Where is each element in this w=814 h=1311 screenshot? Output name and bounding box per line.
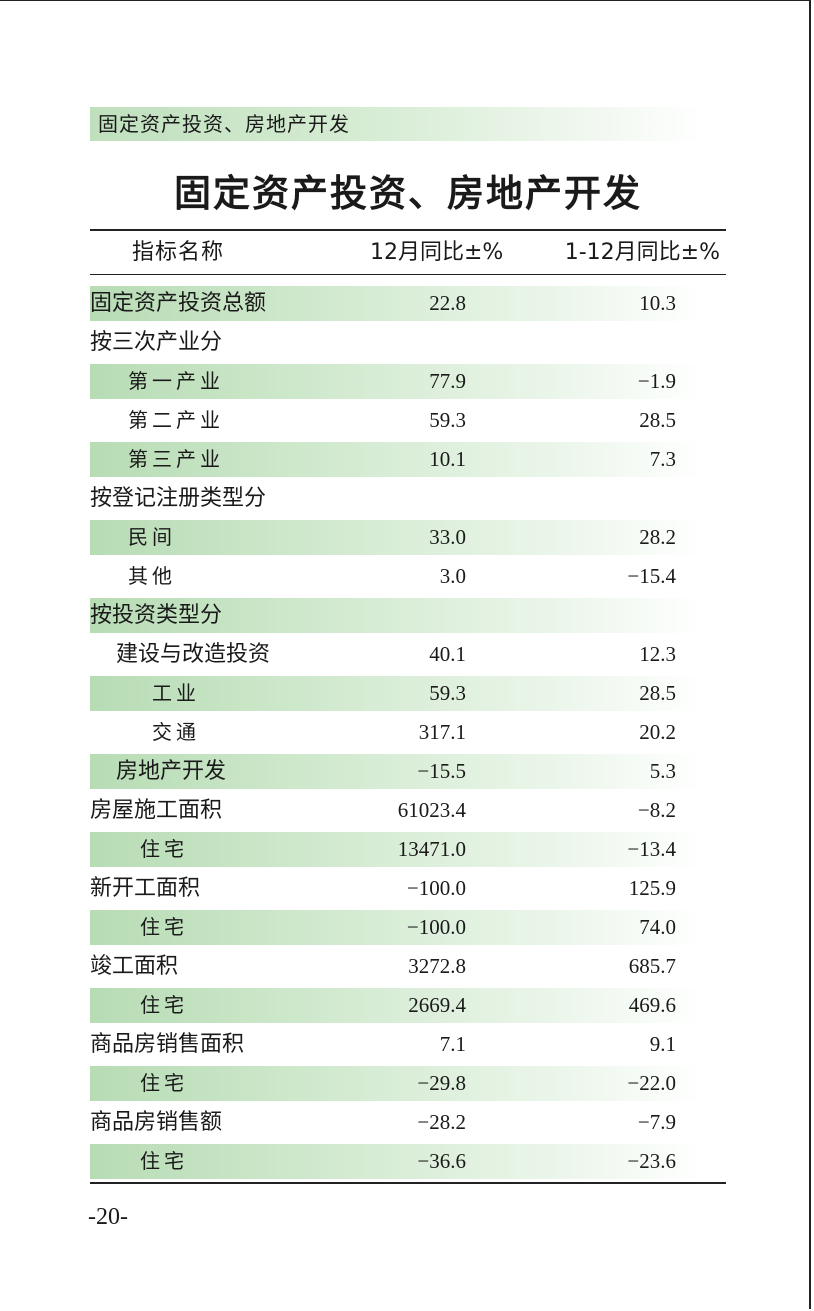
- row-value-december: −100.0: [406, 876, 466, 900]
- table-bottom-rule: [90, 1182, 726, 1184]
- page-title: 固定资产投资、房地产开发: [174, 171, 642, 215]
- row-value-year-to-date: −23.6: [627, 1149, 676, 1173]
- row-label: 固定资产投资总额: [90, 291, 267, 316]
- row-label: 第三产业: [128, 447, 224, 471]
- table-row: 商品房销售面积 7.1 9.1: [90, 1027, 726, 1066]
- page-number: -20-: [88, 1204, 128, 1230]
- row-label: 民间: [128, 525, 176, 549]
- row-value-year-to-date: −13.4: [627, 837, 676, 861]
- table-row: 住宅 −29.8 −22.0: [90, 1066, 726, 1105]
- row-label: 按投资类型分: [90, 603, 223, 628]
- table-row: 住宅 −36.6 −23.6: [90, 1144, 726, 1183]
- row-value-december: −100.0: [406, 915, 466, 939]
- table-row-group: 按投资类型分: [90, 598, 726, 637]
- row-label: 房地产开发: [116, 759, 227, 784]
- section-header: 固定资产投资、房地产开发: [90, 107, 702, 141]
- table-row-group: 按登记注册类型分: [90, 481, 726, 520]
- table-row: 竣工面积 3272.8 685.7: [90, 949, 726, 988]
- row-value-december: 59.3: [429, 681, 466, 705]
- row-label: 房屋施工面积: [90, 798, 223, 823]
- row-value-december: −15.5: [417, 759, 466, 783]
- row-value-december: 7.1: [439, 1032, 466, 1056]
- row-value-december: −28.2: [417, 1110, 466, 1134]
- row-value-year-to-date: 685.7: [628, 954, 676, 978]
- row-label: 工业: [152, 681, 200, 705]
- table-row: 第一产业 77.9 −1.9: [90, 364, 726, 403]
- table-row: 其他 3.0 −15.4: [90, 559, 726, 598]
- row-label: 住宅: [140, 1071, 188, 1095]
- row-value-december: 2669.4: [408, 993, 466, 1017]
- row-label: 按三次产业分: [90, 330, 223, 355]
- table-row: 第三产业 10.1 7.3: [90, 442, 726, 481]
- row-label: 建设与改造投资: [116, 642, 271, 667]
- row-value-december: 61023.4: [397, 798, 466, 822]
- row-value-december: 22.8: [429, 291, 466, 315]
- row-value-year-to-date: 469.6: [628, 993, 676, 1017]
- row-label: 住宅: [140, 1149, 188, 1173]
- row-value-december: 13471.0: [397, 837, 466, 861]
- row-label: 竣工面积: [90, 954, 179, 979]
- column-header-name: 指标名称: [132, 240, 225, 265]
- row-label: 其他: [128, 564, 176, 588]
- table-row: 商品房销售额 −28.2 −7.9: [90, 1105, 726, 1144]
- row-value-december: 33.0: [429, 525, 466, 549]
- row-value-year-to-date: 28.2: [639, 525, 676, 549]
- row-value-december: 77.9: [429, 369, 466, 393]
- row-value-year-to-date: −7.9: [637, 1110, 676, 1134]
- row-value-year-to-date: 10.3: [639, 291, 676, 315]
- row-value-year-to-date: 20.2: [639, 720, 676, 744]
- table-row: 固定资产投资总额 22.8 10.3: [90, 286, 726, 325]
- column-header-december: 12月同比±%: [370, 240, 504, 265]
- table-row: 民间 33.0 28.2: [90, 520, 726, 559]
- row-value-december: 3272.8: [408, 954, 466, 978]
- row-label: 住宅: [140, 993, 188, 1017]
- row-value-december: −36.6: [417, 1149, 466, 1173]
- data-table: 固定资产投资总额 22.8 10.3 按三次产业分 第一产业 77.9 −1.9…: [90, 286, 726, 1183]
- table-top-rule: [90, 229, 726, 231]
- table-header-rule: [90, 274, 726, 275]
- row-value-year-to-date: 74.0: [639, 915, 676, 939]
- row-label: 交通: [152, 720, 200, 744]
- row-label: 按登记注册类型分: [90, 486, 267, 511]
- table-row: 房地产开发 −15.5 5.3: [90, 754, 726, 793]
- table-row-group: 按三次产业分: [90, 325, 726, 364]
- row-value-year-to-date: 28.5: [639, 681, 676, 705]
- row-value-year-to-date: −15.4: [627, 564, 676, 588]
- table-row: 住宅 −100.0 74.0: [90, 910, 726, 949]
- row-value-year-to-date: −22.0: [627, 1071, 676, 1095]
- row-value-december: 317.1: [418, 720, 466, 744]
- row-value-december: −29.8: [417, 1071, 466, 1095]
- row-label: 新开工面积: [90, 876, 201, 901]
- row-value-year-to-date: 9.1: [649, 1032, 676, 1056]
- table-header: 指标名称 12月同比±% 1-12月同比±%: [90, 231, 726, 274]
- table-row: 住宅 2669.4 469.6: [90, 988, 726, 1027]
- table-row: 房屋施工面积 61023.4 −8.2: [90, 793, 726, 832]
- table-row: 工业 59.3 28.5: [90, 676, 726, 715]
- row-label: 第一产业: [128, 369, 224, 393]
- row-value-year-to-date: 5.3: [649, 759, 676, 783]
- row-value-year-to-date: 7.3: [649, 447, 676, 471]
- row-value-december: 3.0: [439, 564, 466, 588]
- row-value-year-to-date: 125.9: [628, 876, 676, 900]
- row-value-year-to-date: 28.5: [639, 408, 676, 432]
- table-row: 建设与改造投资 40.1 12.3: [90, 637, 726, 676]
- row-label: 商品房销售面积: [90, 1032, 245, 1057]
- row-value-year-to-date: −8.2: [637, 798, 676, 822]
- row-label: 住宅: [140, 915, 188, 939]
- row-label: 第二产业: [128, 408, 224, 432]
- row-label: 商品房销售额: [90, 1110, 223, 1135]
- row-value-year-to-date: 12.3: [639, 642, 676, 666]
- table-row: 新开工面积 −100.0 125.9: [90, 871, 726, 910]
- table-row: 交通 317.1 20.2: [90, 715, 726, 754]
- row-value-december: 10.1: [429, 447, 466, 471]
- column-header-year-to-date: 1-12月同比±%: [564, 240, 720, 265]
- table-row: 第二产业 59.3 28.5: [90, 403, 726, 442]
- row-value-december: 40.1: [429, 642, 466, 666]
- row-value-december: 59.3: [429, 408, 466, 432]
- table-row: 住宅 13471.0 −13.4: [90, 832, 726, 871]
- row-value-year-to-date: −1.9: [637, 369, 676, 393]
- row-label: 住宅: [140, 837, 188, 861]
